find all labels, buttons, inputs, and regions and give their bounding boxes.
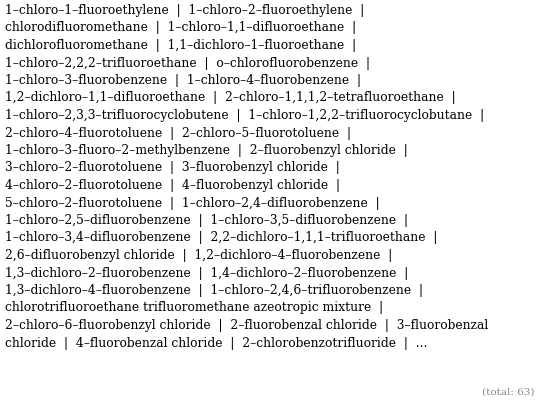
Text: 1–chloro–1–fluoroethylene  |  1–chloro–2–fluoroethylene  |
chlorodifluoromethane: 1–chloro–1–fluoroethylene | 1–chloro–2–f… (5, 4, 489, 350)
Text: (total: 63): (total: 63) (482, 388, 535, 397)
